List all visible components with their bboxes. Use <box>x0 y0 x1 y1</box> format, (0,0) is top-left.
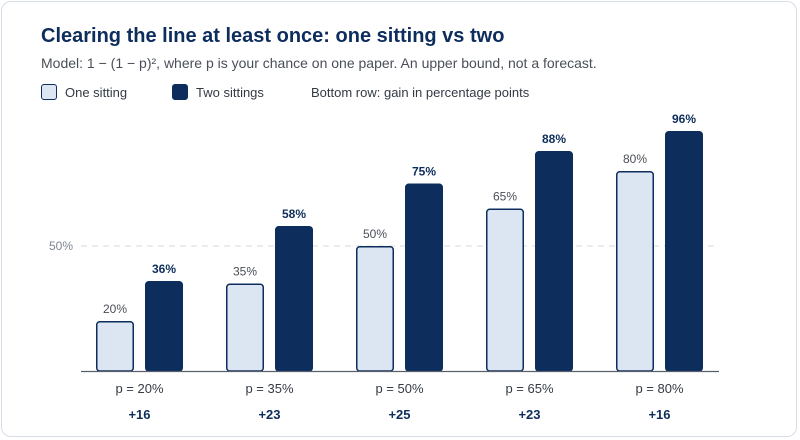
data-label-one-sitting: 20% <box>103 302 127 316</box>
x-tick-label: p = 65% <box>505 381 554 396</box>
data-label-one-sitting: 80% <box>623 152 647 166</box>
bar-one-sitting <box>356 246 394 372</box>
data-label-two-sittings: 58% <box>282 207 306 221</box>
data-label-two-sittings: 36% <box>152 262 176 276</box>
bar-one-sitting <box>226 283 264 372</box>
x-tick-label: p = 50% <box>375 381 424 396</box>
x-tick-label: p = 35% <box>245 381 294 396</box>
x-tick-label: p = 20% <box>115 381 164 396</box>
legend-note-text: Bottom row: gain in percentage points <box>311 85 530 100</box>
legend-label-two-sittings: Two sittings <box>196 85 264 100</box>
bar-one-sitting <box>96 321 134 372</box>
data-label-two-sittings: 88% <box>542 132 566 146</box>
bar-one-sitting <box>616 171 654 372</box>
bar-two-sittings <box>275 226 313 372</box>
data-label-two-sittings: 96% <box>672 112 696 126</box>
bar-two-sittings <box>665 131 703 372</box>
bar-two-sittings <box>535 151 573 372</box>
gain-label: +23 <box>518 407 540 422</box>
bar-one-sitting <box>486 208 524 372</box>
legend-label-one-sitting: One sitting <box>65 85 128 100</box>
gain-label: +16 <box>128 407 150 422</box>
bar-two-sittings <box>405 183 443 372</box>
data-label-one-sitting: 35% <box>233 265 257 279</box>
chart-title: Clearing the line at least once: one sit… <box>41 25 505 47</box>
gain-label: +23 <box>258 407 280 422</box>
data-label-one-sitting: 50% <box>363 227 387 241</box>
reference-line-label: 50% <box>49 239 73 253</box>
gain-label: +16 <box>648 407 670 422</box>
gain-label: +25 <box>388 407 410 422</box>
bar-two-sittings <box>145 281 183 372</box>
data-label-one-sitting: 65% <box>493 190 517 204</box>
chart-subtitle: Model: 1 − (1 − p)², where p is your cha… <box>41 55 597 71</box>
x-tick-label: p = 80% <box>635 381 684 396</box>
data-label-two-sittings: 75% <box>412 165 436 179</box>
legend-swatch-two-sittings <box>172 84 188 100</box>
legend-swatch-one-sitting <box>41 84 57 100</box>
